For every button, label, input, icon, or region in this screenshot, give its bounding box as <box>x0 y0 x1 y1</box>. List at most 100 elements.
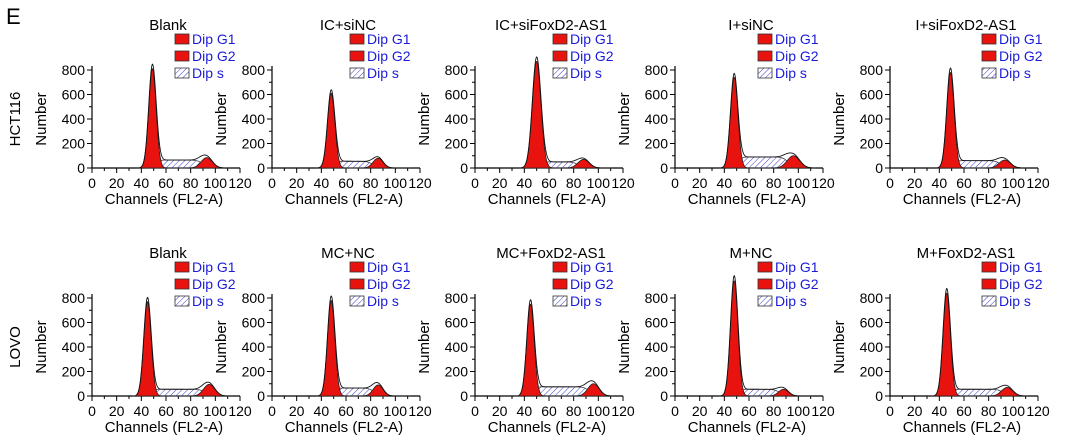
y-axis-label: Number <box>616 320 633 373</box>
fit-envelope <box>934 67 1029 169</box>
x-tick-label: 20 <box>109 175 125 191</box>
y-tick-label: 600 <box>242 315 266 331</box>
x-tick-label: 0 <box>671 403 679 419</box>
x-axis-label: Channels (FL2-A) <box>105 419 223 436</box>
y-tick-label: 200 <box>445 364 469 380</box>
legend-item-g1-label: Dip G1 <box>999 31 1043 47</box>
y-axis-label: Number <box>616 92 633 145</box>
g1-peak <box>935 71 966 169</box>
histogram-panel: Blank 0 200 400 600 800 Number 0 20 40 60 80 100 120 C… <box>7 17 252 208</box>
x-tick-label: 0 <box>88 175 96 191</box>
legend-item-s-swatch <box>981 295 997 307</box>
x-axis-label: Channels (FL2-A) <box>285 419 403 436</box>
y-tick-label: 0 <box>257 388 265 404</box>
x-tick-label: 120 <box>811 403 835 419</box>
y-tick-label: 200 <box>242 364 266 380</box>
x-tick-label: 80 <box>566 403 582 419</box>
legend-item-s-swatch <box>757 295 773 307</box>
g1-peak <box>132 301 163 397</box>
x-tick-label: 40 <box>517 403 533 419</box>
x-axis-label: Channels (FL2-A) <box>903 191 1021 208</box>
y-axis-label: Number <box>416 92 433 145</box>
y-tick-label: 800 <box>445 290 469 306</box>
legend-item-g2-label: Dip G2 <box>367 48 411 64</box>
x-tick-label: 40 <box>717 403 733 419</box>
legend-item-g1-label: Dip G1 <box>999 259 1043 275</box>
x-tick-label: 120 <box>408 403 432 419</box>
y-tick-label: 200 <box>860 136 884 152</box>
histogram-panel: I+siNC 0 200 400 600 800 Number 0 20 40 60 80 100 120… <box>616 17 835 208</box>
x-tick-label: 0 <box>471 403 479 419</box>
x-tick-label: 60 <box>541 175 557 191</box>
panel-title: MC+FoxD2-AS1 <box>496 245 606 262</box>
x-tick-label: 100 <box>587 403 611 419</box>
y-tick-label: 400 <box>242 339 266 355</box>
fit-envelope <box>719 275 814 397</box>
x-tick-label: 120 <box>811 175 835 191</box>
legend-item-g2-label: Dip G2 <box>367 276 411 292</box>
y-tick-label: 0 <box>460 388 468 404</box>
g1-peak <box>931 292 962 397</box>
legend-item-s-label: Dip s <box>999 293 1031 309</box>
x-tick-label: 40 <box>134 403 150 419</box>
y-tick-label: 800 <box>445 62 469 78</box>
y-tick-label: 600 <box>645 87 669 103</box>
legend-item-g2-swatch <box>757 50 773 62</box>
x-tick-label: 100 <box>204 175 228 191</box>
y-tick-label: 400 <box>860 339 884 355</box>
histogram-panel: M+FoxD2-AS1 0 200 400 600 800 Number 0 20 40 60 80 1… <box>831 245 1050 436</box>
x-axis-label: Channels (FL2-A) <box>285 191 403 208</box>
legend-item-s-swatch <box>552 295 568 307</box>
x-tick-label: 80 <box>183 175 199 191</box>
panel-title: I+siFoxD2-AS1 <box>915 17 1016 34</box>
x-tick-label: 20 <box>492 403 508 419</box>
row-label: LOVO <box>7 326 24 368</box>
legend-item-s-label: Dip s <box>192 65 224 81</box>
y-tick-label: 800 <box>645 62 669 78</box>
legend-item-g2-label: Dip G2 <box>775 48 819 64</box>
y-tick-label: 400 <box>62 339 86 355</box>
y-tick-label: 600 <box>242 87 266 103</box>
y-tick-label: 800 <box>645 290 669 306</box>
y-tick-label: 0 <box>460 160 468 176</box>
x-tick-label: 60 <box>956 403 972 419</box>
x-tick-label: 20 <box>109 403 125 419</box>
legend-item-g2-swatch <box>757 278 773 290</box>
legend-item-g2-label: Dip G2 <box>192 48 236 64</box>
x-axis-label: Channels (FL2-A) <box>488 419 606 436</box>
x-tick-label: 80 <box>566 175 582 191</box>
y-tick-label: 400 <box>860 111 884 127</box>
x-tick-label: 0 <box>886 175 894 191</box>
x-tick-label: 20 <box>289 403 305 419</box>
legend-item-g2-swatch <box>349 50 365 62</box>
legend-item-s-label: Dip s <box>775 293 807 309</box>
x-axis-label: Channels (FL2-A) <box>903 419 1021 436</box>
legend-item-g1-swatch <box>552 33 568 45</box>
y-tick-label: 400 <box>645 111 669 127</box>
x-tick-label: 80 <box>766 175 782 191</box>
y-tick-label: 800 <box>860 62 884 78</box>
x-tick-label: 80 <box>766 403 782 419</box>
g1-peak <box>719 76 750 169</box>
g1-peak <box>719 280 750 397</box>
legend-item-g1-swatch <box>757 33 773 45</box>
x-tick-label: 100 <box>384 403 408 419</box>
row-label: HCT116 <box>7 92 24 147</box>
panel-title: IC+siFoxD2-AS1 <box>495 17 607 34</box>
y-tick-label: 200 <box>62 136 86 152</box>
legend-item-g1-swatch <box>349 261 365 273</box>
legend-item-g1-label: Dip G1 <box>775 259 819 275</box>
legend-item-s-label: Dip s <box>775 65 807 81</box>
y-tick-label: 0 <box>77 160 85 176</box>
legend-item-g2-swatch <box>349 278 365 290</box>
x-tick-label: 80 <box>363 403 379 419</box>
x-tick-label: 80 <box>183 403 199 419</box>
panel-title: M+NC <box>730 245 773 262</box>
x-tick-label: 60 <box>338 175 354 191</box>
fit-envelope <box>519 56 614 169</box>
legend-item-s-swatch <box>981 67 997 79</box>
legend-item-g1-label: Dip G1 <box>367 259 411 275</box>
legend-item-g2-label: Dip G2 <box>999 276 1043 292</box>
x-tick-label: 100 <box>1002 403 1026 419</box>
